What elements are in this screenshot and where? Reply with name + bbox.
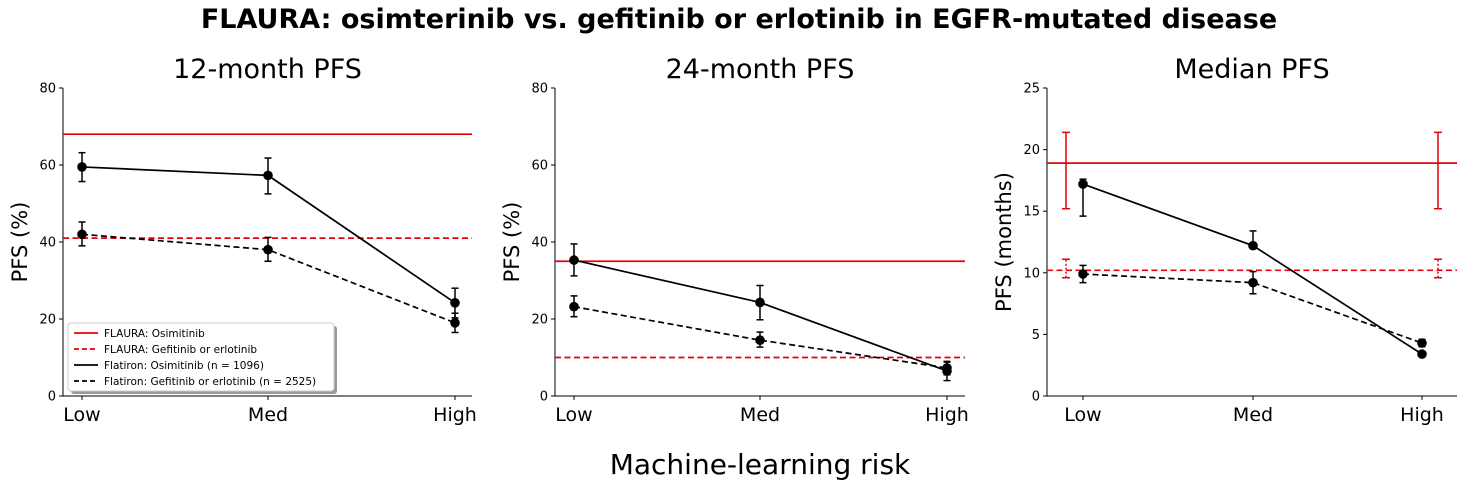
p2-y-axis-label: PFS (months) — [992, 172, 1016, 312]
legend-label-flatiron-osimitinib-n-1096: Flatiron: Osimitinib (n = 1096) — [104, 360, 264, 372]
p0-y-tick-label: 20 — [39, 313, 56, 328]
p2-x-tick-label-low: Low — [1064, 404, 1101, 426]
p0-title: 12-month PFS — [173, 54, 362, 85]
p2-y-tick-label: 10 — [1023, 266, 1040, 281]
p0-data-point-flatiron-osimitinib-n-1096 — [77, 162, 87, 172]
p0-x-tick-label-low: Low — [63, 404, 100, 426]
p1-title: 24-month PFS — [666, 54, 855, 85]
p1-data-point-flatiron-osimitinib-n-1096 — [569, 255, 579, 265]
p2-data-point-flatiron-gefitinib-or-erlotinib-n-2525 — [1248, 277, 1258, 288]
p1-data-point-flatiron-gefitinib-or-erlotinib-n-2525 — [755, 335, 765, 345]
p0-data-point-flatiron-osimitinib-n-1096 — [450, 298, 460, 308]
p1-y-tick-label: 60 — [531, 159, 548, 174]
p1-data-point-flatiron-osimitinib-n-1096 — [755, 297, 765, 308]
p2-data-point-flatiron-gefitinib-or-erlotinib-n-2525 — [1417, 338, 1427, 348]
p0-series-line-flatiron-gefitinib-or-erlotinib-n-2525 — [81, 233, 456, 324]
legend-label-flaura-osimitinib: FLAURA: Osimitinib — [104, 328, 205, 340]
legend: FLAURA: Osimitinib FLAURA: Gefitinib or e… — [67, 322, 337, 394]
p1-y-axis-label: PFS (%) — [500, 202, 524, 283]
p0-y-tick-label: 80 — [39, 82, 56, 97]
p2-data-point-flatiron-osimitinib-n-1096 — [1417, 349, 1427, 359]
p2-data-point-flatiron-osimitinib-n-1096 — [1248, 240, 1258, 251]
p0-data-point-flatiron-gefitinib-or-erlotinib-n-2525 — [450, 318, 460, 328]
legend-label-flatiron-gefitinib-or-erlotinib-n-2525: Flatiron: Gefitinib or erlotinib (n = 25… — [104, 376, 316, 388]
p0-data-point-flatiron-osimitinib-n-1096 — [263, 170, 273, 181]
p2-x-tick-label-med: Med — [1233, 404, 1273, 426]
p2-y-tick-label: 5 — [1032, 328, 1040, 343]
p1-x-tick-label-low: Low — [555, 404, 592, 426]
p1-data-point-flatiron-gefitinib-or-erlotinib-n-2525 — [569, 301, 579, 312]
p0-y-tick-label: 40 — [39, 236, 56, 251]
p2-title: Median PFS — [1174, 54, 1329, 85]
p2-y-tick-label: 0 — [1032, 390, 1040, 405]
p1-series-line-flatiron-gefitinib-or-erlotinib-n-2525 — [573, 305, 948, 369]
p2-y-tick-label: 25 — [1023, 82, 1040, 97]
figure-title: FLAURA: osimterinib vs. gefitinib or erl… — [200, 4, 1278, 35]
shared-x-axis-label: Machine-learning risk — [609, 448, 911, 481]
p1-data-point-flatiron-gefitinib-or-erlotinib-n-2525 — [942, 363, 952, 373]
p2-series-line-flatiron-osimitinib-n-1096 — [1082, 183, 1423, 355]
p2-y-tick-label: 20 — [1023, 143, 1040, 158]
p2-x-tick-label-high: High — [1400, 404, 1444, 426]
p1-y-tick-label: 20 — [531, 313, 548, 328]
legend-box — [67, 322, 335, 392]
p1-x-tick-label-high: High — [925, 404, 969, 426]
p2-data-point-flatiron-gefitinib-or-erlotinib-n-2525 — [1078, 269, 1088, 279]
p1-y-tick-label: 80 — [531, 82, 548, 97]
p2-series-line-flatiron-gefitinib-or-erlotinib-n-2525 — [1082, 273, 1423, 344]
p2-data-point-flatiron-osimitinib-n-1096 — [1078, 179, 1088, 189]
p0-x-tick-label-med: Med — [248, 404, 288, 426]
p1-y-tick-label: 0 — [540, 390, 548, 405]
p0-y-tick-label: 0 — [48, 390, 56, 405]
p0-x-tick-label-high: High — [433, 404, 477, 426]
p1-x-tick-label-med: Med — [740, 404, 780, 426]
p0-y-axis-label: PFS (%) — [8, 202, 32, 283]
legend-label-flaura-gefitinib-or-erlotinib: FLAURA: Gefitinib or erlotinib — [104, 344, 257, 356]
p0-y-tick-label: 60 — [39, 159, 56, 174]
p1-y-tick-label: 40 — [531, 236, 548, 251]
p2-y-tick-label: 15 — [1023, 205, 1040, 220]
p0-data-point-flatiron-gefitinib-or-erlotinib-n-2525 — [77, 229, 87, 240]
p0-data-point-flatiron-gefitinib-or-erlotinib-n-2525 — [263, 244, 273, 255]
